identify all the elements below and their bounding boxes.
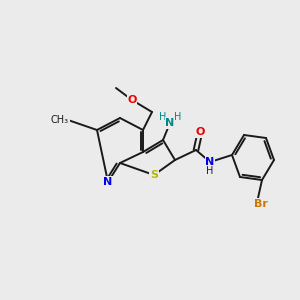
Text: CH₃: CH₃ xyxy=(51,115,69,125)
Text: H: H xyxy=(159,112,167,122)
Text: Br: Br xyxy=(254,199,268,209)
Text: O: O xyxy=(127,95,137,105)
Text: H: H xyxy=(206,166,214,176)
Text: H: H xyxy=(174,112,182,122)
Text: N: N xyxy=(103,177,112,187)
Text: O: O xyxy=(195,127,205,137)
Text: N: N xyxy=(165,118,175,128)
Text: S: S xyxy=(150,170,158,180)
Text: N: N xyxy=(206,157,214,167)
